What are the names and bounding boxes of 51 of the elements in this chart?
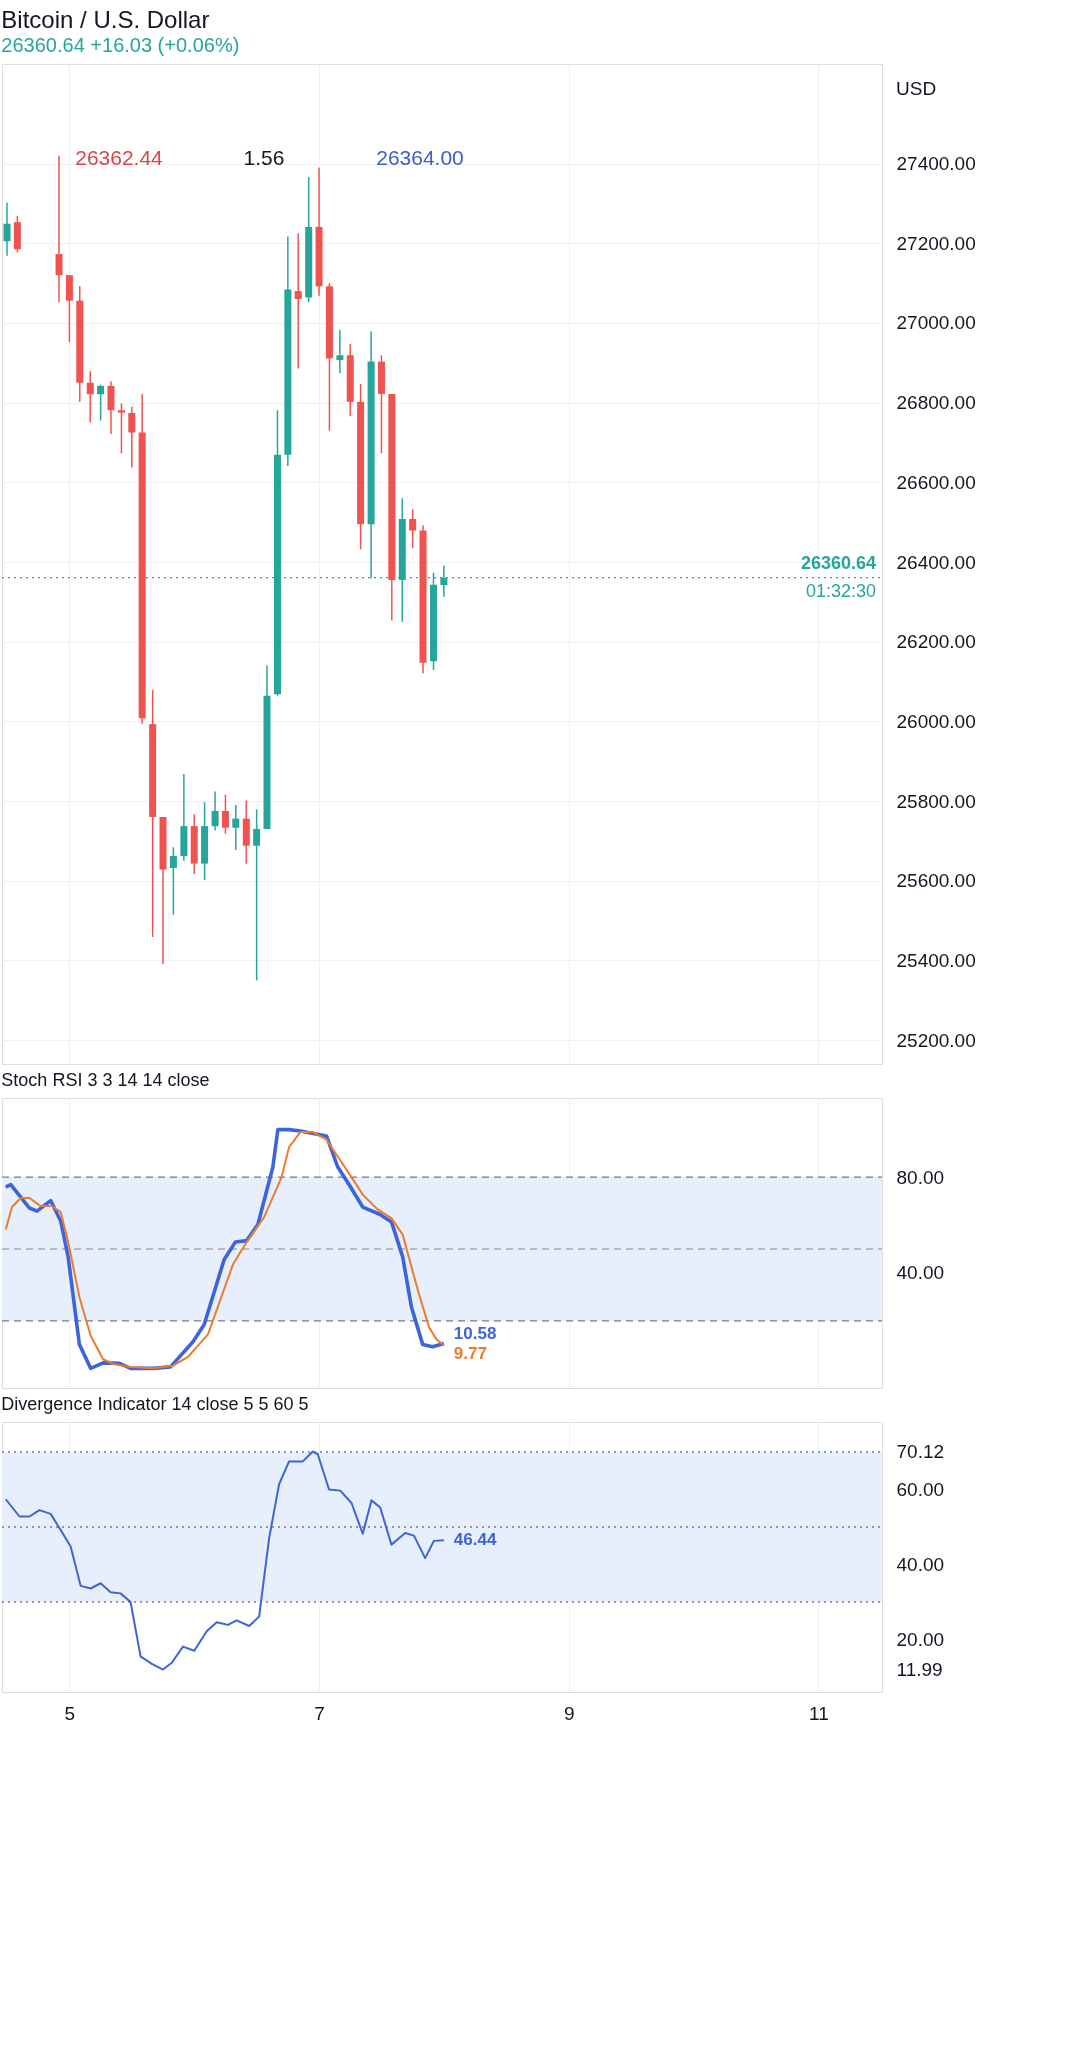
candlestick [211, 790, 219, 832]
candlestick [253, 808, 261, 982]
y-tick-label: 27200.00 [896, 232, 976, 254]
y-tick-label: 60.00 [896, 1479, 945, 1500]
data-label: 9.77 [453, 1344, 487, 1364]
y-tick-label: 25200.00 [896, 1029, 976, 1051]
candlestick [86, 370, 94, 424]
candlestick [117, 402, 125, 454]
y-tick-label: 27000.00 [896, 312, 976, 334]
y-axis-title: USD [896, 78, 937, 99]
y-tick-label: 27400.00 [896, 153, 976, 175]
annotation: 1.56 [243, 146, 285, 169]
candlestick [3, 201, 11, 257]
candlestick [294, 232, 302, 370]
chart-title: Divergence Indicator 14 close 5 5 60 5 [1, 1394, 309, 1414]
y-tick-label: 11.99 [896, 1659, 943, 1681]
y-tick-label: 25400.00 [896, 949, 976, 971]
y-tick-label: 25800.00 [896, 790, 976, 812]
y-tick-label: 26600.00 [896, 471, 976, 493]
x-tick-label: 11 [808, 1702, 829, 1724]
annotation: 26362.44 [75, 146, 164, 169]
y-tick-label: 26400.00 [896, 551, 976, 573]
annotation: 01:32:30 [805, 580, 876, 601]
data-label: 10.58 [453, 1324, 497, 1344]
y-tick-label: 26200.00 [896, 631, 976, 653]
line-series [4, 1450, 445, 1671]
y-tick-label: 40.00 [896, 1554, 945, 1575]
y-tick-label: 26000.00 [896, 710, 976, 732]
candlestick [97, 383, 105, 422]
data-label: 46.44 [453, 1530, 497, 1550]
candlestick [336, 328, 344, 374]
candlestick [409, 508, 417, 549]
ref-line-label: 26360.64 [800, 552, 876, 573]
x-tick-label: 5 [64, 1702, 76, 1724]
y-tick-label: 40.00 [896, 1262, 945, 1284]
annotation: 26364.00 [376, 146, 464, 169]
candlestick [55, 154, 63, 303]
y-tick-label: 25600.00 [896, 870, 976, 892]
x-tick-label: 7 [314, 1702, 325, 1724]
candlestick [128, 405, 136, 469]
chart-title: Bitcoin / U.S. Dollar [1, 6, 210, 33]
candlestick [221, 793, 229, 835]
candlestick [232, 804, 240, 851]
chart-title: Stoch RSI 3 3 14 14 close [1, 1070, 210, 1090]
y-tick-label: 70.12 [896, 1441, 945, 1463]
y-tick-label: 26800.00 [896, 392, 976, 414]
chart-subtitle: 26360.64 +16.03 (+0.06%) [1, 34, 240, 56]
candlestick [169, 846, 177, 916]
x-tick-label: 9 [563, 1702, 575, 1724]
y-tick-label: 20.00 [896, 1629, 945, 1650]
y-tick-label: 80.00 [896, 1166, 945, 1188]
